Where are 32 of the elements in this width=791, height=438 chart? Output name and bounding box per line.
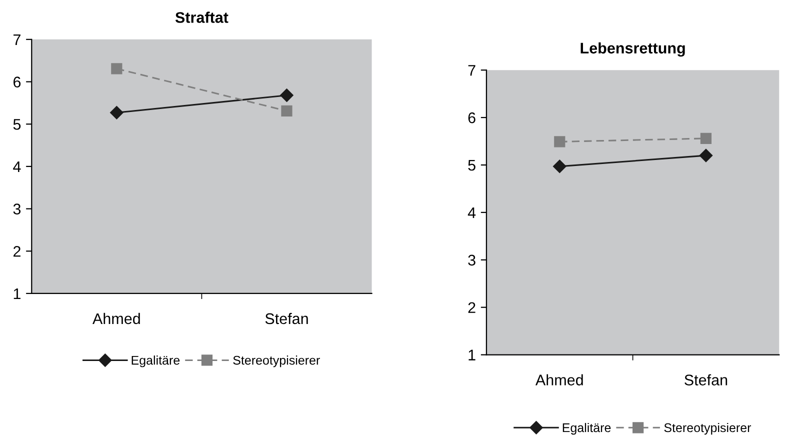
y-tick-label: 4	[13, 161, 21, 172]
y-tick-label: 2	[13, 246, 20, 257]
y-tick-label: 3	[13, 204, 21, 214]
x-tick-label: Ahmed	[535, 374, 583, 386]
legend-label: Egalitäre	[132, 356, 180, 368]
point	[554, 136, 566, 148]
legend-label: Stereotypisierer	[664, 422, 752, 435]
y-tick-label: 6	[468, 112, 476, 124]
y-tick-label: 6	[14, 76, 21, 88]
point	[553, 160, 566, 173]
y-tick-label: 3	[468, 254, 476, 266]
y-tick-label: 7	[468, 65, 476, 76]
x-tick-label: Stefan	[265, 312, 308, 324]
chart-title: Lebensrettung	[580, 42, 685, 57]
y-tick-label: 7	[14, 34, 20, 45]
y-tick-label: 1	[14, 288, 20, 299]
legend-label: Egalitäre	[562, 422, 611, 435]
y-tick-label: 5	[13, 119, 21, 130]
x-tick-label: Ahmed	[92, 312, 140, 324]
y-tick-label: 5	[468, 160, 476, 171]
point	[700, 132, 712, 144]
legend-label: Stereotypisierer	[233, 356, 320, 368]
y-tick-label: 2	[468, 302, 476, 313]
x-tick-label: Stefan	[684, 374, 728, 386]
point	[111, 63, 122, 74]
point	[281, 105, 292, 117]
y-tick-label: 1	[468, 350, 476, 360]
point	[110, 106, 124, 120]
point	[280, 88, 294, 102]
point	[699, 148, 713, 162]
y-tick-label: 4	[468, 207, 476, 218]
chart-title: Straftat	[175, 12, 228, 23]
